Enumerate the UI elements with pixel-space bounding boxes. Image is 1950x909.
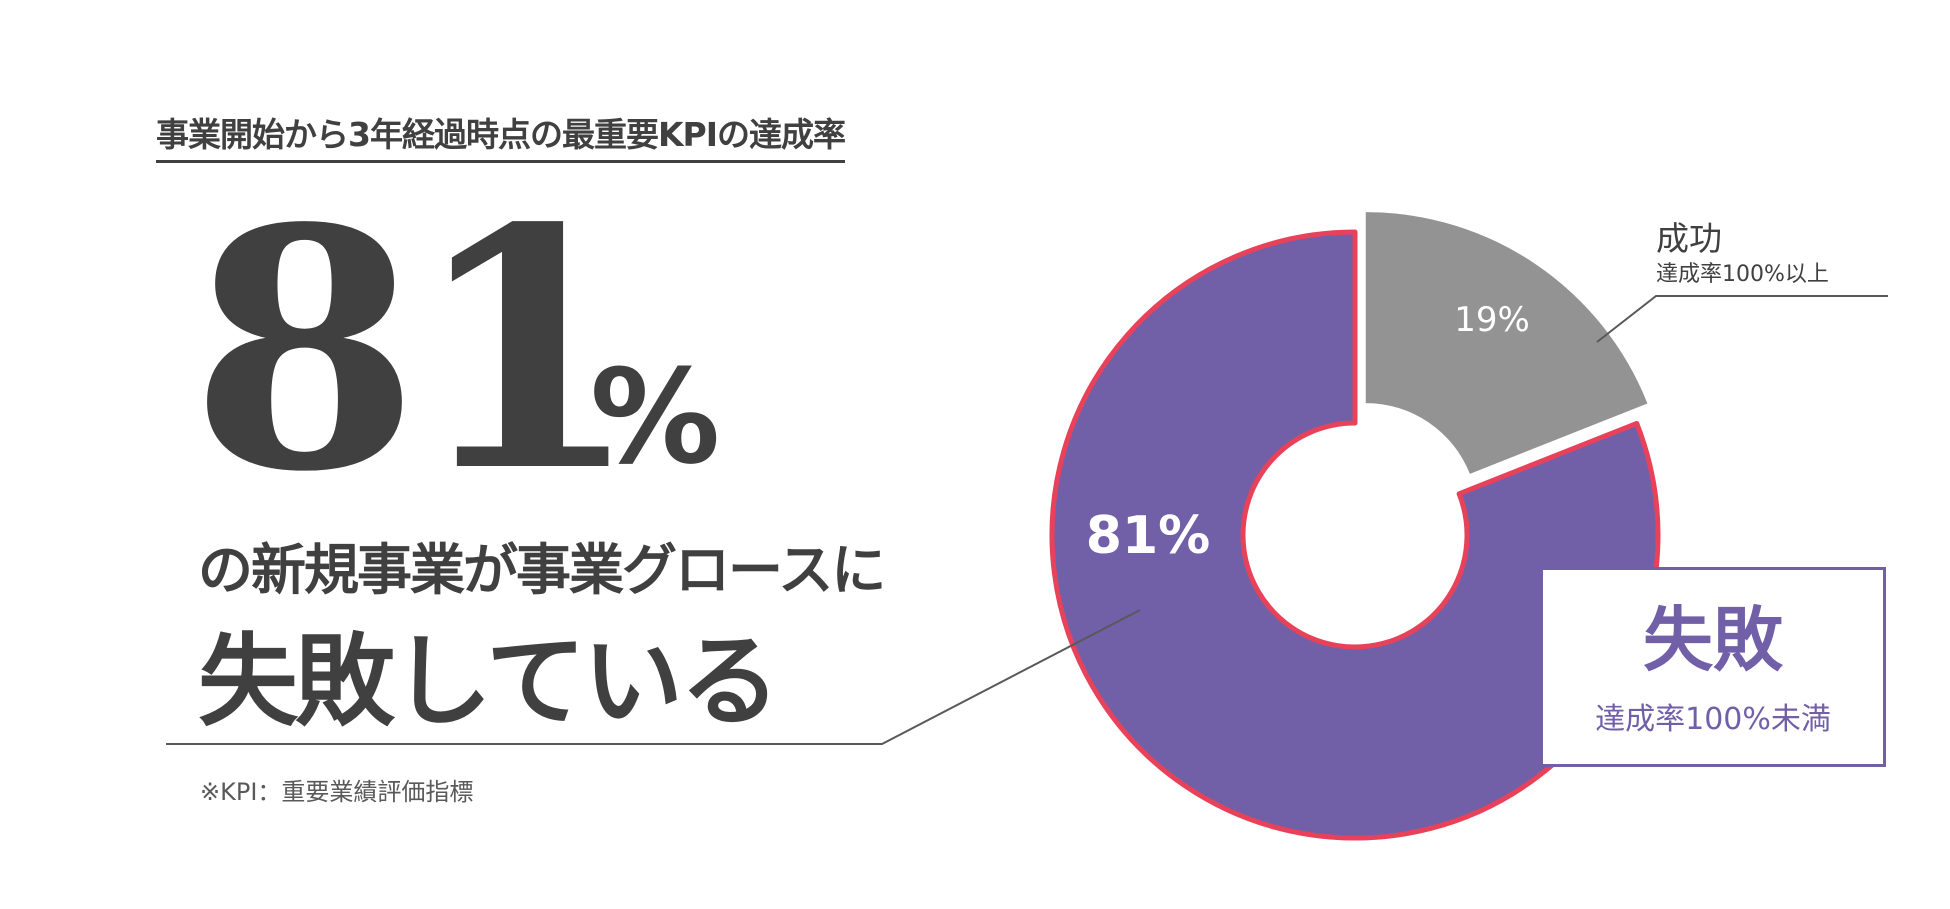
footnote: ※KPI：重要業績評価指標 [200,778,474,806]
legend-fail-subtitle: 達成率100%未満 [1595,702,1831,737]
slice-label-success: 19% [1454,300,1530,340]
donut-slice-fail [1049,229,1661,841]
chart-subtitle: 事業開始から3年経過時点の最重要KPIの達成率 [156,108,846,163]
donut-slice-success [1365,212,1648,474]
donut-slices [1049,212,1661,841]
headline-number: 81 [190,156,641,544]
leader-line-fail [166,609,1141,745]
legend-fail-title: 失敗 [1643,599,1783,681]
headline-line-2: 失敗している [198,623,780,740]
leader-line-success [1596,295,1888,343]
legend-fail-box: 失敗 達成率100%未満 [1540,567,1886,767]
legend-success-subtitle: 達成率100%以上 [1656,262,1829,287]
headline-line-1: の新規事業が事業グロースに [198,538,886,602]
legend-success-title: 成功 [1656,219,1722,258]
headline-percent-sign: % [590,341,721,493]
slice-label-fail: 81% [1086,506,1210,566]
